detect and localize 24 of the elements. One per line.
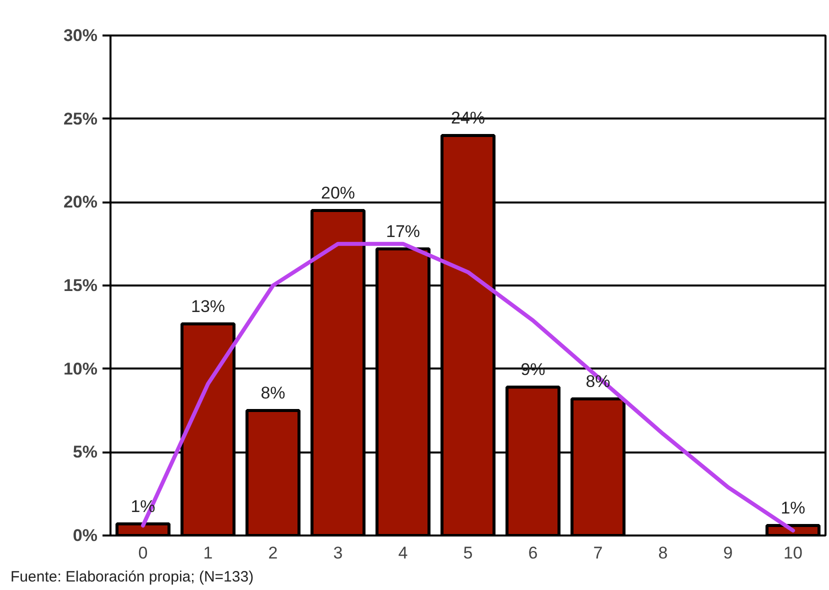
x-tick-label: 1: [203, 544, 213, 562]
x-tick-label: 0: [138, 544, 148, 562]
source-note: Fuente: Elaboración propia; (N=133): [10, 568, 254, 586]
data-label: 8%: [260, 384, 286, 402]
x-tick-label: 2: [268, 544, 278, 562]
x-tick-label: 7: [593, 544, 603, 562]
x-tick-label: 8: [658, 544, 668, 562]
x-tick-label: 3: [333, 544, 343, 562]
x-tick-label: 6: [528, 544, 538, 562]
x-tick-label: 10: [784, 544, 802, 562]
data-label: 1%: [780, 498, 806, 518]
x-tick-label: 4: [398, 544, 408, 562]
data-label: 17%: [386, 222, 420, 241]
y-tick-label: 0%: [72, 526, 98, 545]
y-tick-label: 5%: [72, 442, 98, 462]
x-tick-label: 9: [723, 544, 733, 562]
y-tick-label: 20%: [63, 192, 98, 212]
y-tick-label: 10%: [63, 359, 98, 378]
y-tick-label: 15%: [63, 276, 98, 295]
y-tick-label: 25%: [63, 109, 98, 128]
y-tick-label: 30%: [63, 26, 98, 45]
x-tick-label: 5: [463, 544, 473, 562]
data-label: 20%: [320, 184, 356, 202]
data-label: 13%: [190, 296, 226, 316]
